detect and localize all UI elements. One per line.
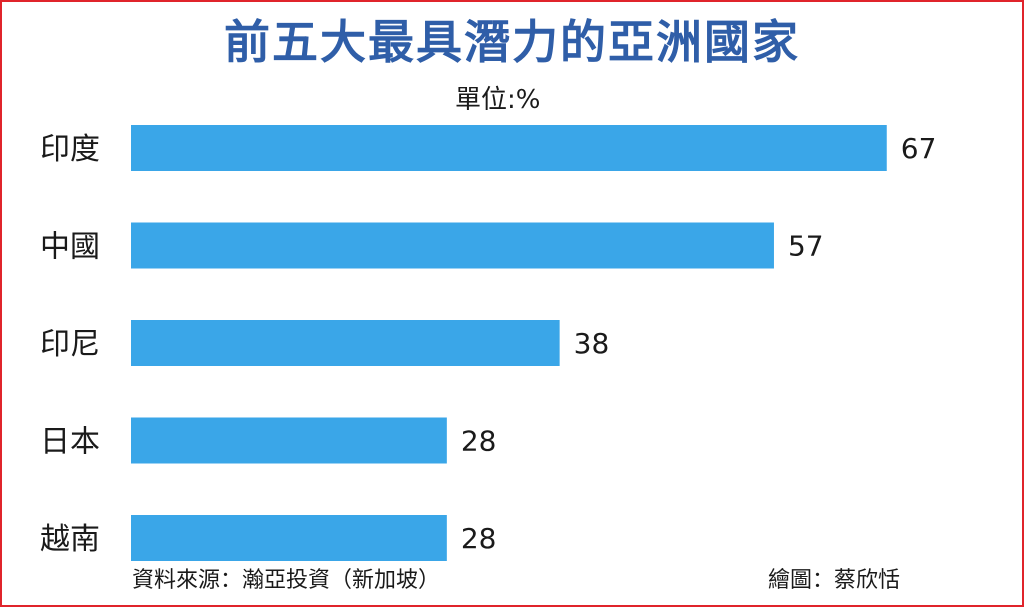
bar — [131, 222, 774, 269]
unit-label: 單位:% — [455, 85, 541, 115]
credit-note: 繪圖：蔡欣恬 — [768, 568, 901, 593]
bar — [131, 515, 447, 561]
value-label: 28 — [461, 522, 497, 555]
category-label: 印度 — [40, 132, 100, 167]
value-label: 38 — [574, 327, 610, 360]
bar — [131, 417, 447, 464]
bar — [131, 320, 560, 366]
category-label: 印尼 — [40, 327, 100, 362]
value-label: 28 — [461, 425, 497, 458]
value-label: 57 — [788, 230, 824, 263]
category-label: 日本 — [40, 425, 100, 460]
source-note: 資料來源：瀚亞投資（新加坡） — [132, 568, 441, 593]
bar — [131, 125, 887, 171]
chart-title: 前五大最具潛力的亞洲國家 — [224, 15, 800, 69]
category-label: 中國 — [40, 230, 100, 265]
value-label: 67 — [901, 132, 937, 165]
category-label: 越南 — [40, 522, 100, 557]
bars-layer: 印度 67 中國 57 印尼 38 日本 28 越南 28 — [40, 125, 936, 561]
